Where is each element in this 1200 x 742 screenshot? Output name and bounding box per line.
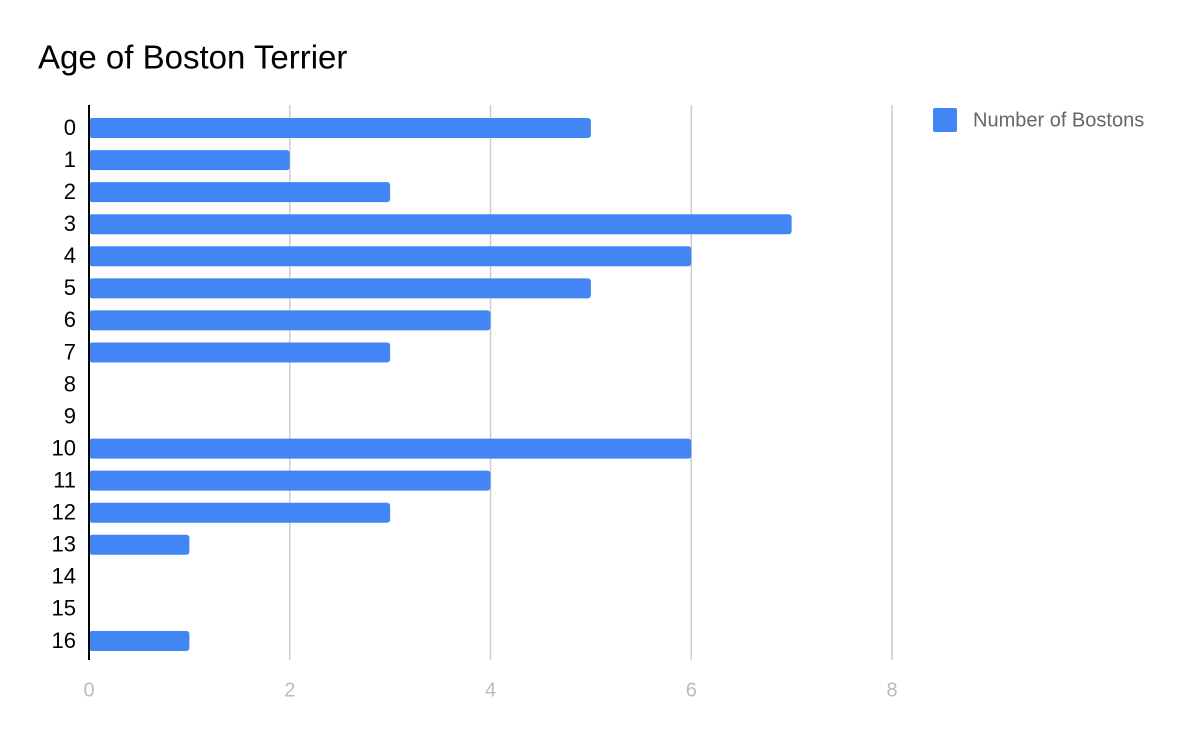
bar <box>89 182 391 203</box>
bar <box>89 150 290 171</box>
bar <box>89 534 190 555</box>
y-tick-label: 7 <box>64 339 76 364</box>
y-tick-label: 5 <box>64 275 76 300</box>
x-tick-label: 2 <box>284 679 295 701</box>
y-tick-label: 3 <box>64 211 76 236</box>
y-tick-label: 10 <box>52 435 76 460</box>
y-tick-label: 1 <box>64 147 76 172</box>
x-tick-label: 0 <box>83 679 94 701</box>
bar <box>89 630 190 651</box>
x-tick-label: 8 <box>886 679 897 701</box>
bar <box>89 278 591 299</box>
y-tick-label: 12 <box>52 500 76 525</box>
bar <box>89 470 491 491</box>
y-tick-label: 13 <box>52 532 76 557</box>
chart-title: Age of Boston Terrier <box>38 39 347 76</box>
y-tick-label: 2 <box>64 179 76 204</box>
bar <box>89 246 692 267</box>
legend-label: Number of Bostons <box>973 109 1144 131</box>
x-tick-label: 4 <box>485 679 496 701</box>
y-tick-label: 15 <box>52 596 76 621</box>
y-tick-label: 14 <box>52 564 76 589</box>
y-tick-label: 6 <box>64 307 76 332</box>
bar <box>89 310 491 331</box>
y-tick-label: 8 <box>64 371 76 396</box>
y-tick-label: 9 <box>64 403 76 428</box>
bar <box>89 118 591 139</box>
bar <box>89 502 391 523</box>
y-tick-label: 11 <box>53 467 76 492</box>
y-tick-label: 4 <box>64 243 76 268</box>
y-tick-label: 0 <box>64 115 76 140</box>
bar <box>89 342 391 363</box>
x-tick-label: 6 <box>686 679 697 701</box>
legend-swatch <box>933 108 957 132</box>
bar <box>89 214 792 235</box>
bar <box>89 438 692 459</box>
y-tick-label: 16 <box>52 628 76 653</box>
